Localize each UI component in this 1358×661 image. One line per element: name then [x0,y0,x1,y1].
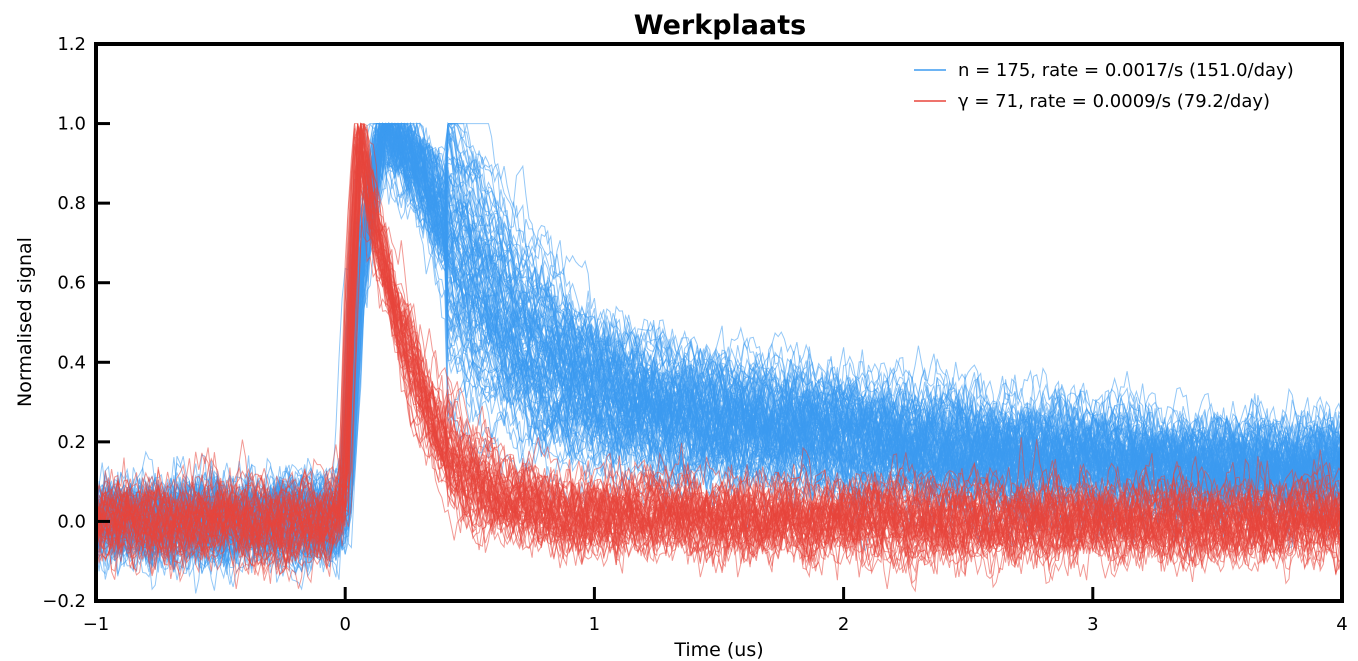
series-gamma [95,122,1343,593]
y-tick-label: 0.0 [57,511,86,532]
trace-line [95,131,1343,565]
trace-line [95,144,1343,574]
trace-line [95,123,1343,572]
x-tick-label: −1 [83,614,110,635]
y-tick-label: 1.0 [57,114,86,135]
trace-line [95,157,1343,584]
trace-line [95,129,1343,571]
y-tick-label: −0.2 [42,591,86,612]
trace-line [95,140,1343,577]
y-tick-label: 0.2 [57,432,86,453]
trace-line [95,123,1343,575]
x-axis-label: Time (us) [673,639,763,661]
y-tick-label: 0.4 [57,352,86,373]
x-tick-label: 1 [589,614,600,635]
x-tick-label: 0 [339,614,350,635]
y-tick-label: 1.2 [57,34,86,55]
y-tick-label: 0.8 [57,193,86,214]
x-tick-label: 3 [1087,614,1098,635]
chart-title: Werkplaats [634,10,806,41]
legend-label: γ = 71, rate = 0.0009/s (79.2/day) [958,91,1270,112]
legend: n = 175, rate = 0.0017/s (151.0/day) γ = … [914,60,1294,112]
y-tick-label: 0.6 [57,273,86,294]
trace-line [95,123,1343,577]
trace-line [95,151,1343,575]
trace-line [95,126,1343,570]
x-tick-label: 2 [838,614,849,635]
x-tick-label: 4 [1336,614,1347,635]
plot-area [95,121,1343,594]
legend-label: n = 175, rate = 0.0017/s (151.0/day) [958,60,1294,81]
axis-ticks: −1 0 1 2 3 4 −0.2 0.0 0.2 0.4 0.6 0.8 1.0 1.2 [42,34,1347,635]
trace-line [95,126,1343,578]
plot-frame [94,42,1344,603]
y-axis-label: Normalised signal [14,237,36,407]
trace-line [95,129,1343,572]
